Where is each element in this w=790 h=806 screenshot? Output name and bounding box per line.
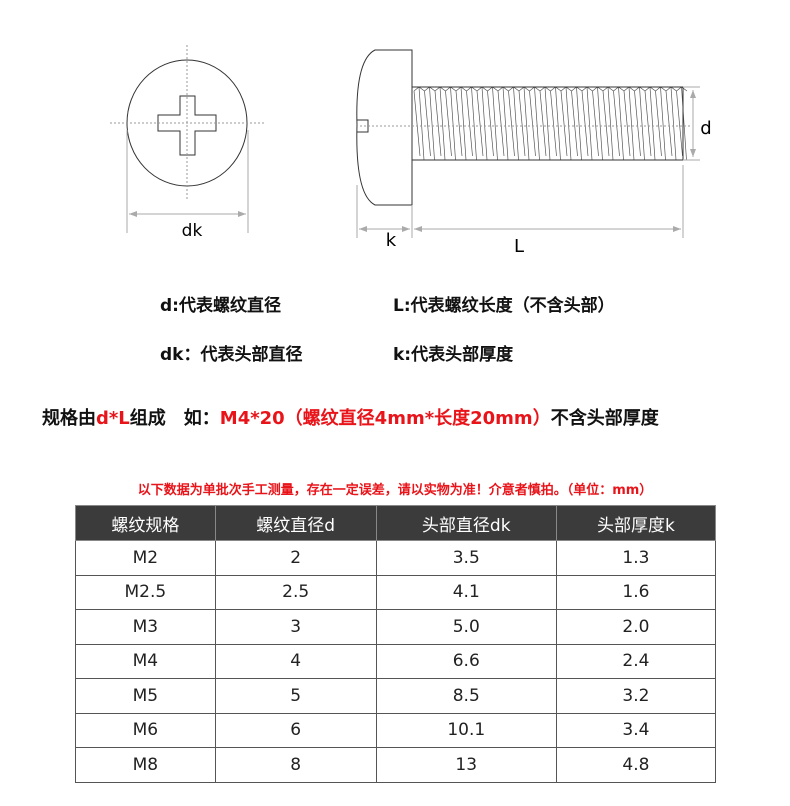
table-cell: 3.4 [555,712,717,748]
table-cell: M4 [75,643,216,679]
column-header: 螺纹直径d [214,505,377,541]
table-row: M2 2 3.5 1.3 [75,540,717,576]
table-row: M8 8 13 4.8 [75,747,717,783]
legend-k: k:代表头部厚度 [393,345,514,365]
table-cell: M3 [75,609,216,645]
table-cell: 8 [214,747,377,783]
spec-text: 组成 如： [129,408,220,429]
table-cell: 1.6 [555,574,717,610]
table-cell: 2.5 [214,574,377,610]
table-cell: 6 [214,712,377,748]
spec-example: M4*20（螺纹直径4mm*长度20mm） [219,408,551,429]
table-row: M4 4 6.6 2.4 [75,643,717,679]
spec-format-line: 规格由d*L组成 如：M4*20（螺纹直径4mm*长度20mm）不含头部厚度 [42,404,659,430]
table-row: M3 3 5.0 2.0 [75,609,717,645]
L-label: L [514,236,524,257]
table-cell: 4.8 [555,747,717,783]
spec-formula: d*L [96,408,130,429]
column-header: 头部直径dk [375,505,557,541]
k-label: k [386,230,397,251]
screw-diagram: dk d k L [110,45,712,257]
table-cell: 2.0 [555,609,717,645]
table-cell: M8 [75,747,216,783]
head-top-view [110,45,265,233]
table-cell: 4 [214,643,377,679]
table-cell: 5.0 [375,609,557,645]
table-cell: 1.3 [555,540,717,576]
column-header: 螺纹规格 [75,505,216,541]
dk-label: dk [182,221,203,241]
table-row: M6 6 10.1 3.4 [75,712,717,748]
legend-L: L:代表螺纹长度（不含头部） [393,296,615,316]
column-header: 头部厚度k [555,505,717,541]
table-row: M2.5 2.5 4.1 1.6 [75,574,717,610]
screw-side-view [356,49,700,238]
legend-d: d:代表螺纹直径 [160,296,281,316]
table-cell: 5 [214,678,377,714]
table-cell: M5 [75,678,216,714]
spec-table: 螺纹规格 螺纹直径d 头部直径dk 头部厚度k M2 2 3.5 1.3 M2.5 2.5 4.1… [75,505,717,783]
table-header: 螺纹规格 螺纹直径d 头部直径dk 头部厚度k [75,505,717,541]
table-cell: M2.5 [75,574,216,610]
table-cell: 3.5 [375,540,557,576]
table-cell: 3.2 [555,678,717,714]
table-cell: 3 [214,609,377,645]
table-cell: 6.6 [375,643,557,679]
table-row: M5 5 8.5 3.2 [75,678,717,714]
table-cell: M6 [75,712,216,748]
legend-dk: dk：代表头部直径 [160,345,303,365]
table-cell: M2 [75,540,216,576]
spec-text: 不含头部厚度 [550,408,659,429]
d-label: d [700,118,711,139]
table-cell: 13 [375,747,557,783]
table-cell: 10.1 [375,712,557,748]
table-cell: 4.1 [375,574,557,610]
table-cell: 8.5 [375,678,557,714]
table-cell: 2.4 [555,643,717,679]
spec-text: 规格由 [42,408,96,429]
table-cell: 2 [214,540,377,576]
measurement-note: 以下数据为单批次手工测量，存在一定误差，请以实物为准！介意者慎拍。（单位：mm） [137,483,653,498]
